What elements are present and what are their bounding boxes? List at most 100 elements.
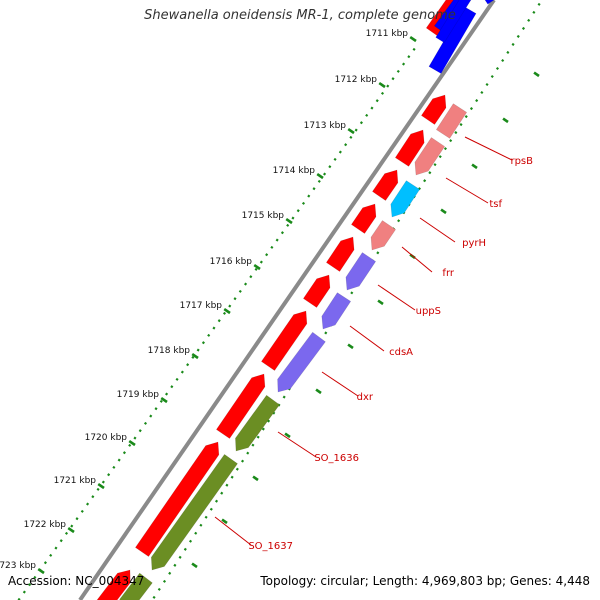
tick-dot <box>333 157 337 161</box>
tick-dot <box>286 223 290 227</box>
tick-dot <box>175 377 179 381</box>
tick-dot <box>280 231 284 235</box>
tick-dot <box>501 58 505 62</box>
tick-dot <box>495 66 500 71</box>
tick-dot <box>464 115 468 119</box>
tick-dot <box>516 34 520 38</box>
tick-dot <box>165 392 169 396</box>
tick-label: 1719 kbp <box>117 390 160 400</box>
inner-major-tick <box>284 432 291 439</box>
tick-dot <box>324 331 328 335</box>
cds-feature <box>119 572 153 600</box>
tick-dot <box>537 2 541 6</box>
tick-dot <box>191 355 195 359</box>
inner-major-tick <box>440 208 447 215</box>
cds-feature <box>235 394 280 452</box>
tick-dot <box>428 171 432 175</box>
tick-dot <box>133 436 137 440</box>
major-tick <box>67 526 75 534</box>
tick-dot <box>209 507 213 511</box>
cds-feature <box>261 310 308 371</box>
tick-dot <box>122 451 126 455</box>
tick-dot <box>256 435 260 439</box>
major-tick <box>223 307 231 315</box>
leader-line <box>321 371 359 397</box>
tick-dot <box>443 147 447 151</box>
cds-feature <box>390 180 421 218</box>
tick-label: 1717 kbp <box>180 301 223 311</box>
tick-dot <box>328 165 332 169</box>
tick-dot <box>506 50 510 54</box>
map-title: Shewanella oneidensis MR-1, complete gen… <box>144 8 456 23</box>
tick-dot <box>70 524 74 528</box>
tick-dot <box>490 74 494 79</box>
major-tick <box>316 172 324 180</box>
tick-label: 1722 kbp <box>24 520 67 530</box>
cds-feature <box>484 0 495 5</box>
inner-major-tick <box>252 475 259 482</box>
tick-dot <box>128 443 132 447</box>
tick-dot <box>376 251 380 255</box>
gene-label: uppS <box>416 306 441 317</box>
tick-dot <box>183 547 187 551</box>
tick-dot <box>117 458 121 462</box>
tick-dot <box>186 363 190 367</box>
tick-dot <box>267 419 271 423</box>
tick-dot <box>225 483 229 487</box>
gene-label: dxr <box>357 392 374 403</box>
tick-dot <box>91 495 95 499</box>
tick-dot <box>138 429 142 433</box>
cds-feature <box>414 137 446 176</box>
tick-dot <box>214 499 219 503</box>
gene-label: rpsB <box>510 156 533 167</box>
cds-feature <box>321 292 352 330</box>
inner-major-tick <box>191 562 198 569</box>
tick-dot <box>43 561 47 565</box>
tick-dot <box>107 473 111 477</box>
tick-dot <box>365 113 369 117</box>
tick-dot <box>80 509 84 513</box>
tick-dot <box>433 163 437 167</box>
tick-dot <box>251 443 255 447</box>
tick-dot <box>275 238 279 242</box>
tick-dot <box>180 370 184 374</box>
tick-label: 1711 kbp <box>366 29 409 39</box>
backbone-line <box>78 0 496 600</box>
tick-dot <box>196 348 200 352</box>
gene-label: cdsA <box>389 347 413 358</box>
tick-dot <box>149 414 153 418</box>
leader-line <box>277 431 317 458</box>
tick-dot <box>402 62 406 66</box>
tick-dot <box>527 18 531 22</box>
major-tick <box>253 263 261 271</box>
inner-major-tick <box>471 163 478 170</box>
tick-dot <box>469 107 473 111</box>
tick-dot <box>417 187 421 191</box>
gene-label: frr <box>442 268 454 279</box>
tick-dot <box>235 467 239 471</box>
cds-feature <box>345 252 377 291</box>
tick-dot <box>370 106 374 110</box>
tick-dot <box>521 26 526 30</box>
tick-dot <box>338 150 342 154</box>
tick-dot <box>423 179 427 183</box>
tick-dot <box>449 139 453 143</box>
tick-dot <box>391 77 395 81</box>
outer-major-ticks <box>37 35 417 575</box>
gene-label: SO_1636 <box>314 453 359 464</box>
tick-dot <box>350 291 354 295</box>
tick-dot <box>238 289 242 293</box>
tick-dot <box>54 546 58 550</box>
tick-dot <box>168 571 172 575</box>
tick-dot <box>152 595 156 599</box>
tick-dot <box>75 517 79 521</box>
tick-dot <box>301 201 306 205</box>
gene-label: pyrH <box>462 238 486 249</box>
cds-feature <box>96 569 131 600</box>
gene-labels: rpsB tsf pyrH frr uppS cdsA dxr SO_1636 SO_1637 <box>248 156 533 552</box>
tick-dot <box>412 47 416 51</box>
tick-dot <box>532 10 536 14</box>
major-tick <box>285 217 293 225</box>
tick-dot <box>101 480 105 484</box>
tick-label: 1721 kbp <box>54 476 97 486</box>
